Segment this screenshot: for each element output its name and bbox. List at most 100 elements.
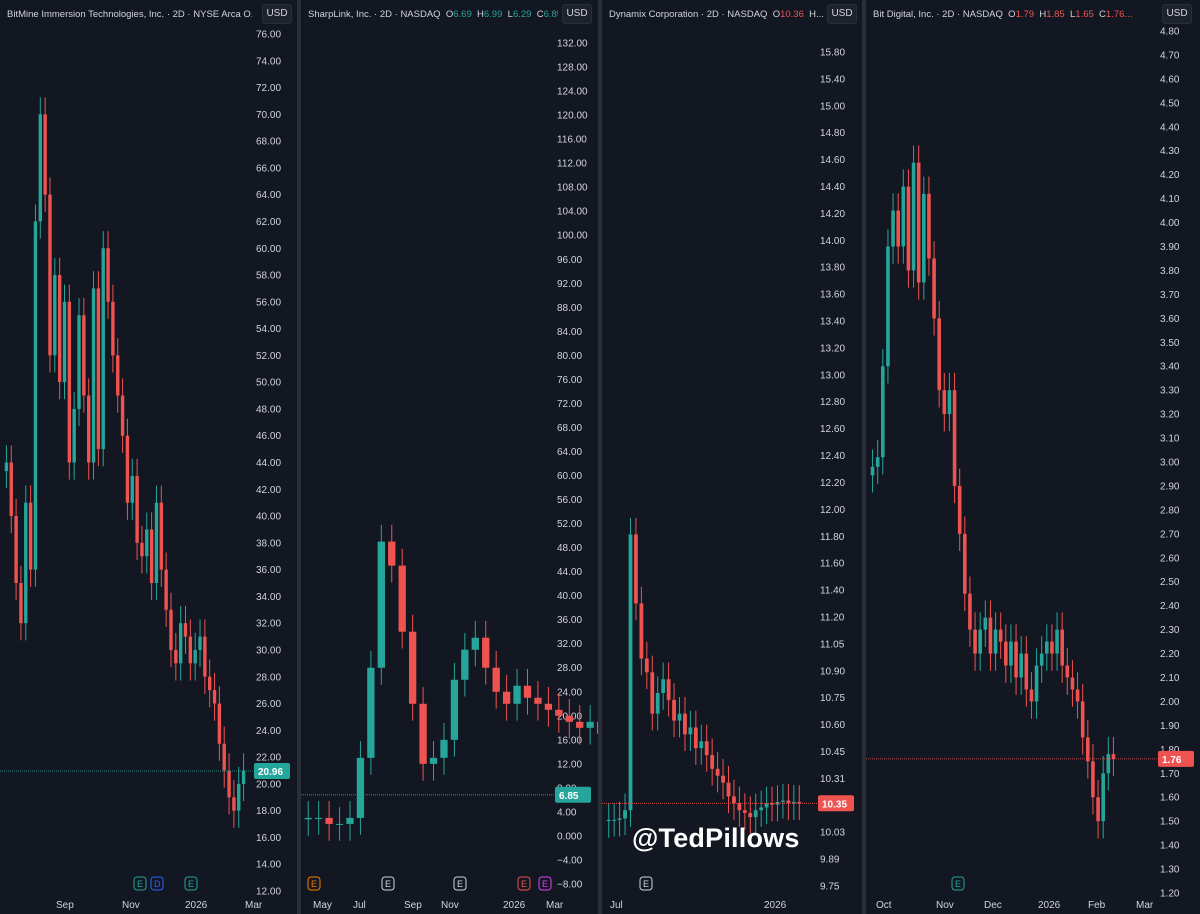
candle-body [28, 502, 33, 570]
y-tick-label: 12.80 [820, 397, 845, 408]
y-tick-label: 68.00 [256, 137, 281, 148]
y-tick-label: 9.89 [820, 855, 840, 866]
y-tick-label: 124.00 [557, 87, 588, 98]
panel-title: BitMine Immersion Technologies, Inc. · 2… [7, 9, 252, 20]
candle-body [952, 390, 957, 486]
candle-body [993, 629, 998, 654]
chart-panel-sharplink[interactable]: 132.00 128.00 124.00 120.00 116.00 112.00 108.… [301, 0, 598, 914]
chart-canvas[interactable]: 76.00 74.00 72.00 70.00 68.00 66.00 64.00 62.00… [0, 0, 297, 914]
candle-body [33, 221, 38, 570]
y-tick-label: 56.00 [557, 495, 582, 506]
chart-canvas[interactable]: 15.80 15.40 15.00 14.80 14.60 14.40 14.20 14.00… [602, 0, 862, 914]
candle-body [1029, 689, 1034, 702]
x-tick-label: Mar [546, 900, 564, 911]
open-value: 1.79 [1015, 9, 1035, 20]
symbol-name: Dynamix Corporation [609, 9, 699, 20]
event-marker-label: E [643, 879, 649, 889]
chart-panel-bitmine[interactable]: 76.00 74.00 72.00 70.00 68.00 66.00 64.00 62.00… [0, 0, 297, 914]
high-value: 6.99 [483, 9, 503, 20]
candle-body [24, 502, 28, 624]
candle-body [1060, 629, 1064, 666]
y-tick-label: 11.20 [820, 612, 845, 623]
candle-body [968, 593, 972, 630]
candle-body [911, 162, 916, 271]
open-value: 10.36 [780, 9, 804, 20]
panel-title: Dynamix Corporation · 2D · NASDAQ O10.36… [609, 9, 824, 20]
x-tick-label: Feb [1088, 900, 1106, 911]
currency-button[interactable]: USD [562, 4, 592, 24]
y-tick-label: 72.00 [557, 399, 582, 410]
candle-body [896, 210, 900, 247]
watermark: @TedPillows [632, 823, 800, 853]
low-value: 1.65 [1075, 9, 1094, 20]
y-tick-label: 20.00 [256, 779, 281, 790]
candle-body [222, 743, 226, 771]
chart-canvas[interactable]: 132.00 128.00 124.00 120.00 116.00 112.00 108.… [301, 0, 598, 914]
exchange-label: NYSE Arca [193, 9, 241, 20]
y-tick-label: 4.10 [1160, 194, 1180, 205]
candle-body [901, 186, 906, 247]
candle-body [82, 315, 86, 396]
last-price-badge [818, 795, 854, 812]
y-tick-label: 32.00 [557, 639, 582, 650]
y-tick-label: 2.00 [1160, 697, 1180, 708]
candle-body [906, 186, 911, 271]
x-tick-label: Nov [122, 900, 140, 911]
chart-canvas[interactable]: 4.80 4.70 4.60 4.50 4.40 4.30 4.20 4.10 4.00 3.90… [866, 0, 1200, 914]
candle-body [534, 697, 542, 704]
candle-body [721, 775, 725, 783]
ohlc-readout: O... [243, 9, 252, 20]
y-tick-label: 10.75 [820, 693, 845, 704]
candle-body [178, 623, 183, 664]
y-tick-label: 1.70 [1160, 769, 1180, 780]
candle-body [764, 803, 769, 808]
y-tick-label: 54.00 [256, 324, 281, 335]
chart-panel-dynamix[interactable]: 15.80 15.40 15.00 14.80 14.60 14.40 14.20 14.00… [602, 0, 862, 914]
event-marker-label: E [521, 879, 527, 889]
y-tick-label: 34.00 [256, 592, 281, 603]
candle-body [174, 649, 178, 664]
low-value: 6.29 [512, 9, 532, 20]
y-tick-label: 3.70 [1160, 290, 1180, 301]
candle-body [742, 810, 747, 813]
y-tick-label: 52.00 [256, 351, 281, 362]
y-tick-label: 2.30 [1160, 625, 1180, 636]
y-tick-label: 44.00 [557, 567, 582, 578]
candle-body [726, 782, 731, 797]
currency-button[interactable]: USD [1162, 4, 1192, 24]
candle-body [875, 457, 880, 467]
candle-body [639, 603, 644, 659]
event-marker [133, 876, 147, 891]
y-tick-label: 24.00 [256, 726, 281, 737]
close-value: 6.85... [543, 9, 558, 20]
last-price-badge [254, 763, 290, 780]
y-tick-label: 3.60 [1160, 314, 1180, 325]
panel-divider[interactable] [598, 0, 602, 914]
y-tick-label: 14.00 [820, 236, 845, 247]
high-value: H... [809, 9, 824, 20]
y-tick-label: 18.00 [256, 806, 281, 817]
candle-body [1086, 737, 1090, 762]
candle-body [14, 516, 18, 584]
y-tick-label: 13.00 [820, 370, 845, 381]
candle-body [9, 462, 13, 517]
y-tick-label: 2.70 [1160, 529, 1180, 540]
y-tick-label: 2.10 [1160, 673, 1180, 684]
y-tick-label: 16.00 [557, 735, 582, 746]
y-tick-label: 4.50 [1160, 98, 1180, 109]
candle-body [106, 248, 110, 302]
candle-body [775, 801, 780, 805]
candle-body [683, 713, 687, 735]
y-tick-label: 1.80 [1160, 745, 1180, 756]
y-tick-label: 40.00 [256, 512, 281, 523]
candle-body [111, 301, 115, 356]
currency-button[interactable]: USD [262, 4, 292, 24]
candle-body [998, 629, 1003, 642]
y-tick-label: 1.50 [1160, 817, 1180, 828]
candle-body [1014, 641, 1018, 678]
panel-divider[interactable] [862, 0, 866, 914]
chart-panel-bitdigital[interactable]: 4.80 4.70 4.60 4.50 4.40 4.30 4.20 4.10 4.00 3.90… [866, 0, 1200, 914]
panel-divider[interactable] [297, 0, 301, 914]
candle-body [983, 617, 988, 630]
currency-button[interactable]: USD [827, 4, 857, 24]
